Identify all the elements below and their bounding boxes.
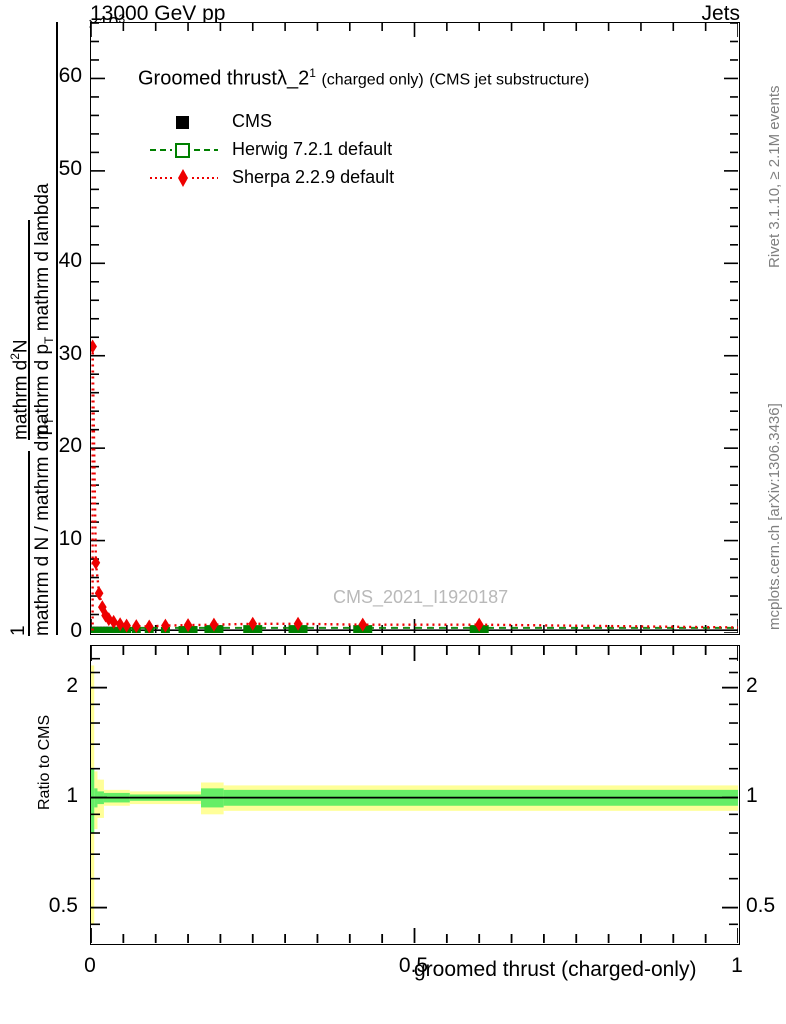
legend-key-herwig bbox=[148, 136, 222, 164]
analysis-watermark: CMS_2021_I1920187 bbox=[333, 587, 509, 607]
beam-energy-label: 13000 GeV pp bbox=[90, 2, 226, 25]
y-axis-tick-label: 30 bbox=[58, 341, 82, 365]
main-plot-canvas bbox=[91, 23, 738, 633]
ratio-axis-tick-label-right: 2 bbox=[746, 673, 758, 697]
y-axis-tick-label: 20 bbox=[58, 434, 82, 458]
x-axis-label: groomed thrust (charged-only) bbox=[414, 958, 697, 981]
ratio-axis-tick-label: 1 bbox=[66, 783, 78, 807]
process-label: Jets bbox=[701, 2, 740, 25]
ratio-axis-tick-label: 2 bbox=[66, 673, 78, 697]
legend-key-cms bbox=[148, 108, 222, 136]
main-plot-frame bbox=[90, 22, 740, 635]
ratio-plot-frame bbox=[90, 645, 740, 945]
legend-label-cms: CMS bbox=[232, 111, 272, 131]
ratio-axis-tick-label-right: 0.5 bbox=[746, 893, 776, 917]
legend-key-sherpa bbox=[148, 164, 222, 192]
ratio-axis-tick-label-right: 1 bbox=[746, 783, 758, 807]
y-axis-tick-label: 0 bbox=[70, 619, 82, 642]
ratio-plot-canvas bbox=[91, 646, 738, 943]
mcplots-caption: mcplots.cern.ch [arXiv:1306.3436] bbox=[766, 403, 783, 630]
legend-label-sherpa: Sherpa 2.2.9 default bbox=[232, 167, 395, 187]
x-axis-tick-label: 0 bbox=[84, 954, 96, 977]
y-axis-tick-label: 50 bbox=[58, 156, 82, 180]
plot-title: Groomed thrustλ_21 (charged only) (CMS j… bbox=[138, 66, 590, 90]
y-axis-tick-label: 10 bbox=[58, 526, 82, 550]
y-axis-tick-label: 40 bbox=[58, 249, 82, 273]
x-axis-tick-label: 0.5 bbox=[398, 954, 429, 977]
x-axis-tick-label: 1 bbox=[731, 954, 743, 977]
ratio-axis-tick-label: 0.5 bbox=[48, 893, 78, 917]
rivet-version-caption: Rivet 3.1.10, ≥ 2.1M events bbox=[766, 85, 783, 269]
legend-label-herwig: Herwig 7.2.1 default bbox=[232, 139, 393, 159]
y-label-divider bbox=[56, 22, 58, 635]
y-axis-tick-label: 60 bbox=[58, 64, 82, 88]
